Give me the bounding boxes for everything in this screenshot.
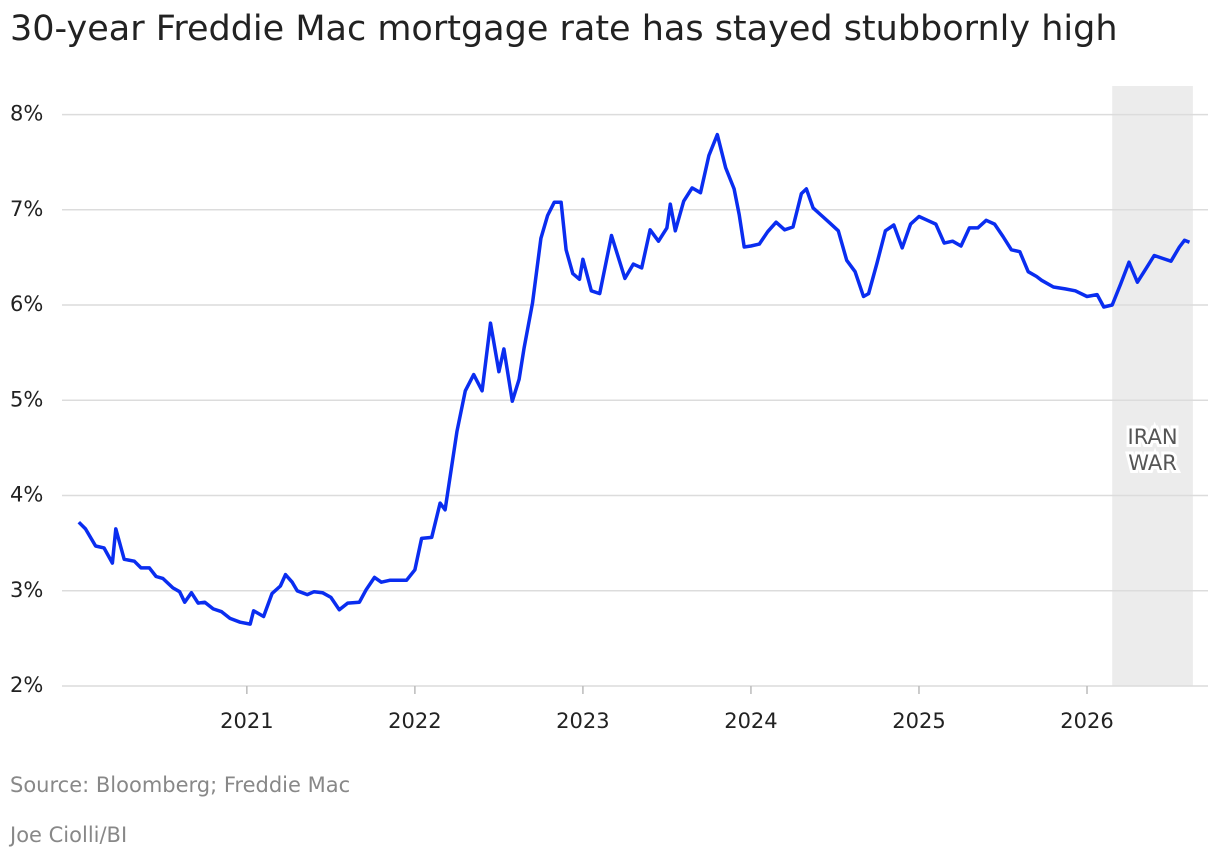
source: Source: Bloomberg; Freddie Mac bbox=[10, 773, 350, 797]
y-tick-label: 4% bbox=[10, 483, 43, 507]
y-tick-label: 2% bbox=[10, 673, 43, 697]
credit: Joe Ciolli/BI bbox=[8, 823, 127, 847]
x-tick-label: 2024 bbox=[724, 709, 777, 733]
x-tick-label: 2022 bbox=[388, 709, 441, 733]
x-tick-label: 2025 bbox=[892, 709, 945, 733]
x-tick-label: 2026 bbox=[1060, 709, 1113, 733]
annotation: IRAN bbox=[1128, 425, 1178, 449]
rate-line bbox=[77, 132, 1191, 626]
y-tick-label: 8% bbox=[10, 102, 43, 126]
y-tick-label: 7% bbox=[10, 197, 43, 221]
annotation: WAR bbox=[1128, 451, 1177, 475]
y-tick-label: 3% bbox=[10, 578, 43, 602]
chart-title: 30-year Freddie Mac mortgage rate has st… bbox=[10, 9, 1118, 49]
shaded-period bbox=[1112, 86, 1193, 686]
y-tick-label: 6% bbox=[10, 292, 43, 316]
y-tick-label: 5% bbox=[10, 387, 43, 411]
x-tick-label: 2023 bbox=[556, 709, 609, 733]
x-tick-label: 2021 bbox=[220, 709, 273, 733]
